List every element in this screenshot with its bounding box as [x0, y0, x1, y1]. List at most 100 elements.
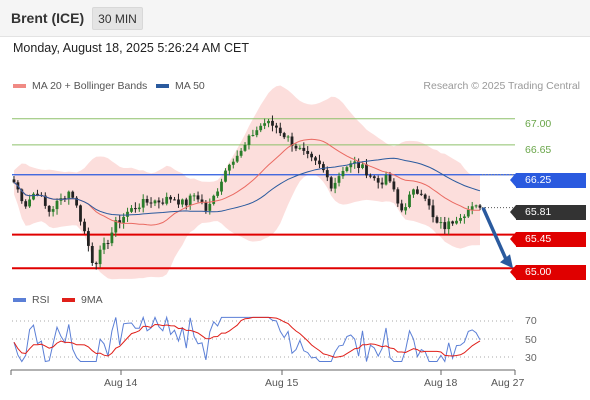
resistance-6665-label: 66.65: [525, 144, 552, 156]
candle-body: [196, 195, 200, 200]
candle-body: [94, 262, 98, 265]
candle-body: [439, 222, 443, 224]
candle-body: [20, 189, 24, 202]
bollinger-band-area: [14, 85, 480, 280]
candle-body: [286, 136, 290, 138]
candle-body: [322, 164, 325, 171]
rsi-tick-70: 70: [525, 315, 537, 327]
candle-body: [98, 249, 102, 265]
rsi-legend: RSI: [13, 294, 50, 306]
candle-body: [333, 182, 337, 189]
candle-body: [329, 177, 333, 189]
candle-body: [110, 232, 114, 244]
candle-body: [184, 199, 188, 206]
candle-body: [165, 196, 169, 204]
candle-body: [24, 201, 28, 207]
forecast-arrow-shaft: [481, 206, 508, 260]
candle-body: [47, 205, 51, 212]
rsi-ma-swatch: [62, 298, 75, 302]
candle-body: [216, 191, 219, 196]
forecast-arrowhead: [500, 254, 513, 269]
candle-body: [466, 209, 470, 217]
candle-body: [345, 167, 349, 171]
rsi-tick-50: 50: [525, 334, 537, 346]
candle-body: [372, 176, 376, 179]
x-label-aug18: Aug 18: [424, 377, 458, 389]
candle-body: [169, 196, 172, 200]
candle-body: [173, 199, 176, 201]
candle-body: [282, 133, 286, 138]
candle-body: [161, 202, 165, 204]
legend-ma20: MA 20 + Bollinger Bands: [13, 80, 147, 92]
candle-body: [459, 218, 462, 221]
ma50-line: [13, 157, 481, 216]
rsi-ma-line: [13, 316, 481, 358]
candle-body: [67, 191, 71, 200]
candle-body: [192, 195, 196, 197]
candle-body: [55, 200, 59, 210]
candle-body: [404, 207, 407, 211]
candle-body: [423, 194, 427, 199]
candle-body: [380, 182, 384, 185]
candle-body: [134, 208, 137, 210]
candle-body: [212, 195, 216, 204]
candle-body: [235, 155, 239, 162]
candle-body: [392, 181, 396, 190]
candle-body: [408, 194, 411, 207]
candle-body: [51, 209, 55, 212]
rsi-tick-30: 30: [525, 352, 537, 364]
rsi-ma-legend: 9MA: [62, 294, 103, 306]
candle-body: [75, 197, 78, 206]
candle-body: [153, 200, 157, 204]
candle-body: [28, 199, 31, 207]
candle-body: [447, 221, 451, 230]
copyright: Research © 2025 Trading Central: [423, 80, 580, 92]
candle-body: [43, 195, 47, 206]
candle-body: [259, 125, 263, 131]
candle-body: [102, 243, 106, 250]
candle-body: [63, 198, 67, 200]
ma20-swatch: [13, 84, 26, 88]
rsi-swatch: [13, 298, 26, 302]
candle-body: [431, 205, 435, 218]
candle-body: [325, 170, 329, 178]
ma50-price-tag: 66.25: [510, 173, 586, 188]
support-65-tag: 65.00: [510, 265, 586, 280]
candle-body: [87, 231, 90, 246]
candle-body: [275, 125, 278, 128]
candle-body: [427, 198, 431, 206]
candle-body: [341, 171, 345, 177]
candle-body: [90, 246, 94, 263]
ma20-label: MA 20 + Bollinger Bands: [32, 80, 148, 92]
candle-body: [314, 157, 317, 161]
candle-body: [239, 150, 243, 156]
candle-body: [271, 120, 274, 126]
candle-body: [361, 164, 364, 168]
candle-body: [470, 206, 474, 210]
rsi-line: [13, 315, 481, 363]
candle-body: [83, 221, 86, 232]
timeframe-button[interactable]: 30 MIN: [92, 7, 143, 30]
ma50-swatch: [156, 84, 169, 88]
candle-body: [443, 222, 447, 230]
rsi-ma-label: 9MA: [81, 294, 103, 306]
candle-body: [177, 199, 180, 205]
candle-body: [228, 164, 231, 171]
x-label-aug15: Aug 15: [265, 377, 299, 389]
candle-body: [145, 199, 149, 203]
candle-body: [255, 130, 259, 136]
candle-body: [149, 202, 153, 204]
candle-body: [290, 136, 294, 146]
candle-body: [416, 189, 419, 194]
symbol-title: Brent (ICE): [11, 10, 85, 26]
candle-body: [208, 203, 212, 211]
candle-body: [220, 181, 223, 192]
candle-body: [302, 147, 306, 151]
candle-body: [106, 243, 110, 244]
candle-body: [36, 193, 39, 195]
candle-body: [188, 195, 192, 206]
candle-body: [349, 163, 353, 168]
candle-body: [365, 164, 368, 176]
candle-body: [478, 205, 482, 208]
